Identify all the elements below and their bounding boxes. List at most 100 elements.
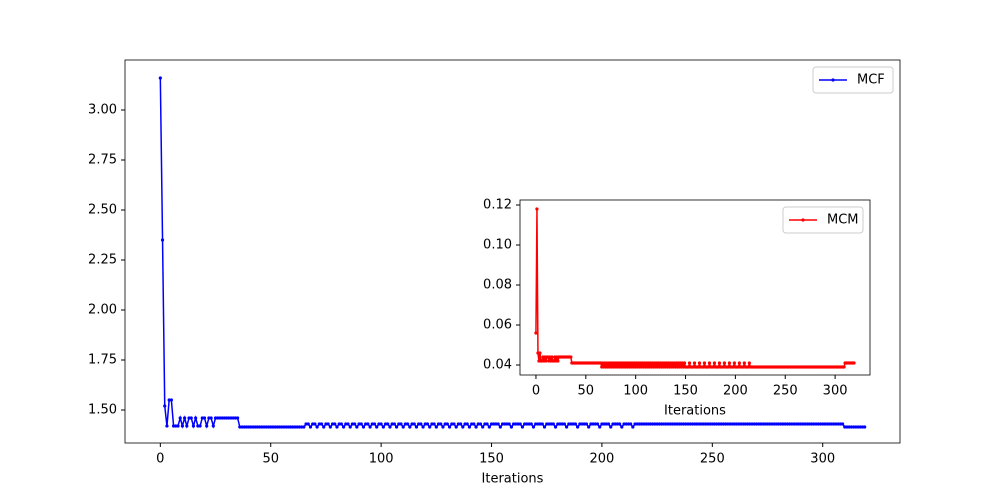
data-point <box>707 361 712 365</box>
x-tick-label: 300 <box>823 384 848 399</box>
data-point <box>227 416 231 420</box>
data-point <box>723 422 728 426</box>
data-point <box>540 422 544 426</box>
data-point <box>757 422 761 426</box>
data-point <box>712 422 717 426</box>
data-point <box>324 422 328 426</box>
data-point <box>165 424 169 428</box>
data-point <box>752 422 756 426</box>
data-point <box>185 424 189 428</box>
data-point <box>472 422 476 426</box>
data-point <box>255 425 260 429</box>
data-point <box>772 422 776 426</box>
data-point <box>794 422 798 426</box>
data-point <box>682 361 687 365</box>
data-point <box>512 422 516 426</box>
data-point <box>375 425 379 429</box>
data-point <box>403 422 408 426</box>
data-point <box>553 425 558 429</box>
data-point <box>498 425 502 429</box>
data-point <box>240 425 244 429</box>
data-point <box>253 425 257 429</box>
data-point <box>370 422 374 426</box>
data-point <box>350 422 355 426</box>
data-point <box>827 422 831 426</box>
data-point <box>536 422 540 426</box>
data-point <box>600 422 604 426</box>
data-point <box>737 422 741 426</box>
data-point <box>295 425 299 429</box>
data-point <box>732 361 736 365</box>
data-point <box>692 361 697 365</box>
data-point <box>353 422 357 426</box>
data-point <box>792 422 796 426</box>
data-point <box>348 425 352 429</box>
data-point <box>220 416 224 420</box>
data-point <box>564 425 569 429</box>
data-point <box>315 425 319 429</box>
data-point <box>573 422 578 426</box>
data-point <box>750 422 754 426</box>
data-point <box>317 422 321 426</box>
data-point <box>178 416 182 420</box>
data-point <box>825 422 829 426</box>
data-point <box>330 422 335 426</box>
data-point <box>611 422 615 426</box>
data-point <box>470 422 474 426</box>
data-point <box>571 422 575 426</box>
data-point <box>682 422 686 426</box>
data-point <box>450 422 454 426</box>
data-point <box>761 422 765 426</box>
data-point <box>454 425 458 429</box>
data-point <box>381 425 385 429</box>
data-point <box>589 422 593 426</box>
data-point <box>646 422 650 426</box>
data-point <box>847 425 851 429</box>
data-point <box>485 422 489 426</box>
data-point <box>686 422 690 426</box>
data-point <box>697 422 701 426</box>
data-point <box>693 422 697 426</box>
data-point <box>262 425 266 429</box>
data-point <box>355 425 359 429</box>
data-point <box>505 422 509 426</box>
data-point <box>328 425 332 429</box>
data-point <box>748 422 752 426</box>
data-point <box>291 425 295 429</box>
data-point <box>722 361 727 365</box>
data-point <box>640 422 644 426</box>
x-tick-label: 200 <box>723 384 748 399</box>
data-point <box>500 422 505 426</box>
y-tick-label: 1.50 <box>88 403 117 418</box>
data-point <box>377 422 381 426</box>
data-point <box>668 422 672 426</box>
data-point <box>821 422 825 426</box>
x-tick-label: 0 <box>532 384 540 399</box>
data-point <box>452 422 456 426</box>
data-point <box>534 331 538 335</box>
data-point <box>801 422 805 426</box>
data-point <box>388 425 392 429</box>
axes-frame <box>519 199 871 376</box>
data-point <box>397 422 401 426</box>
data-point <box>659 422 664 426</box>
data-point <box>860 425 865 429</box>
legend-label: MCF <box>857 73 885 88</box>
data-point <box>187 416 191 420</box>
data-point <box>863 425 867 429</box>
data-point <box>496 422 500 426</box>
data-point <box>401 425 405 429</box>
data-point <box>560 422 564 426</box>
data-point <box>843 425 847 429</box>
data-point <box>160 238 165 242</box>
data-point <box>273 425 277 429</box>
data-point <box>224 416 229 420</box>
data-point <box>434 425 438 429</box>
data-point <box>832 422 836 426</box>
x-tick-label: 250 <box>700 452 725 467</box>
data-point <box>158 76 162 80</box>
data-point <box>858 425 862 429</box>
data-point <box>242 425 246 429</box>
data-point <box>167 398 171 402</box>
